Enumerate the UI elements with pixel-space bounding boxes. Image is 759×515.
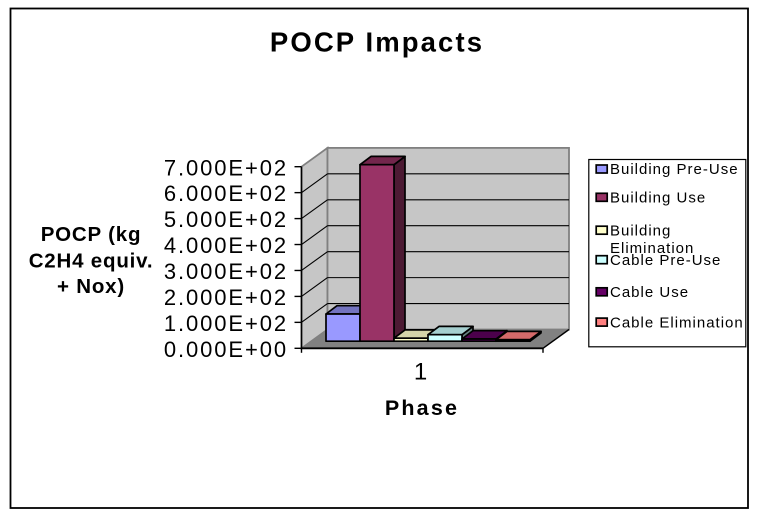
svg-text:6.000E+02: 6.000E+02 xyxy=(164,181,288,206)
svg-text:1.000E+02: 1.000E+02 xyxy=(164,311,288,336)
svg-text:Phase: Phase xyxy=(385,396,459,420)
svg-text:4.000E+02: 4.000E+02 xyxy=(164,233,288,258)
svg-text:0.000E+00: 0.000E+00 xyxy=(164,337,288,362)
svg-text:C2H4 equiv.: C2H4 equiv. xyxy=(29,249,154,272)
svg-text:Building: Building xyxy=(610,222,671,239)
svg-text:Building Pre-Use: Building Pre-Use xyxy=(610,161,739,178)
svg-text:Building Use: Building Use xyxy=(610,190,706,207)
svg-text:POCP (kg: POCP (kg xyxy=(41,223,142,246)
svg-text:2.000E+02: 2.000E+02 xyxy=(164,285,288,310)
svg-text:Cable Use: Cable Use xyxy=(610,284,689,301)
svg-text:+ Nox): + Nox) xyxy=(57,275,125,298)
svg-text:Cable Elimination: Cable Elimination xyxy=(610,314,744,331)
svg-text:7.000E+02: 7.000E+02 xyxy=(164,155,288,180)
svg-text:POCP Impacts: POCP Impacts xyxy=(270,27,484,58)
svg-text:1: 1 xyxy=(414,359,428,386)
svg-text:Elimination: Elimination xyxy=(610,240,694,257)
svg-text:5.000E+02: 5.000E+02 xyxy=(164,207,288,232)
svg-text:3.000E+02: 3.000E+02 xyxy=(164,259,288,284)
svg-text:Cable Pre-Use: Cable Pre-Use xyxy=(610,252,721,269)
